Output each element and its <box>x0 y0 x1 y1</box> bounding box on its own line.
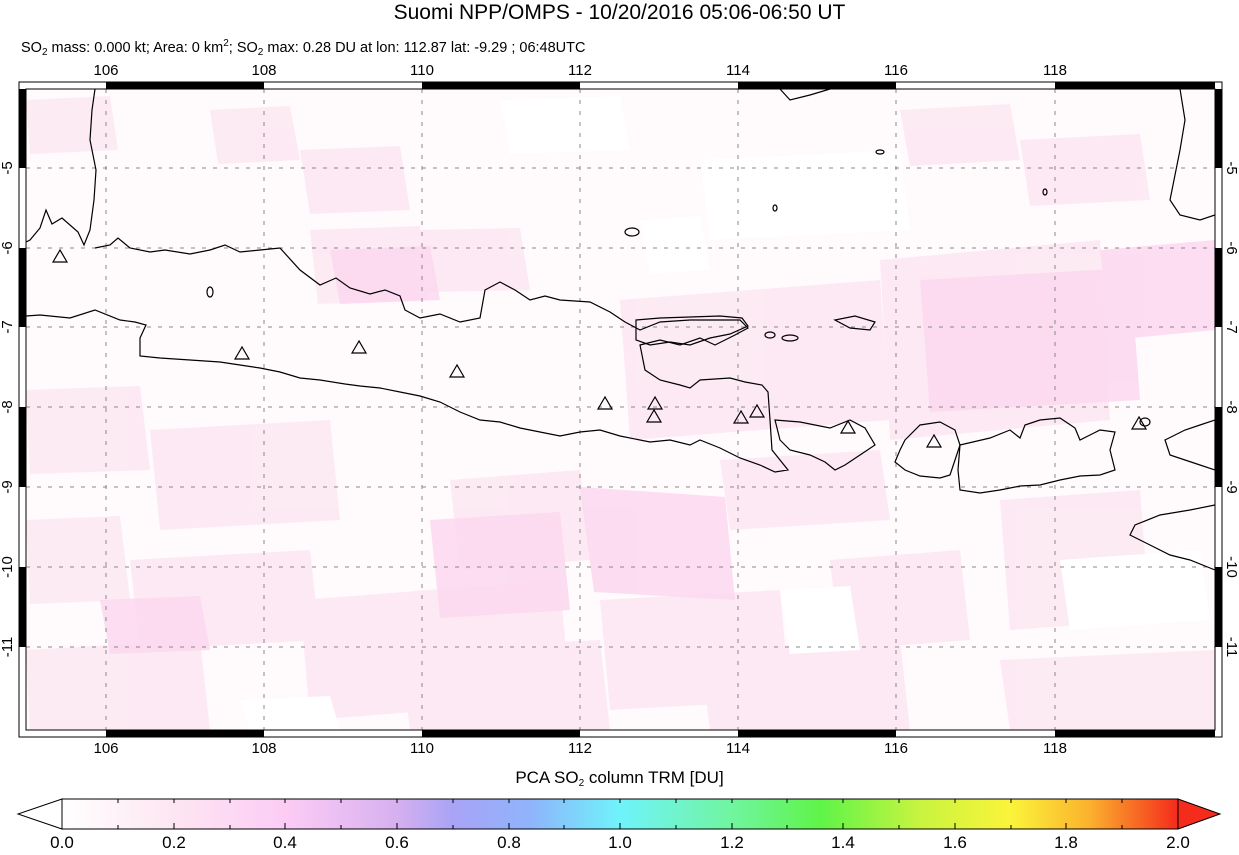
chart-title: Suomi NPP/OMPS - 10/20/2016 05:06-06:50 … <box>393 1 846 24</box>
colorbar <box>16 798 1222 830</box>
chart-subtitle: SO2 mass: 0.000 kt; Area: 0 km2; SO2 max… <box>21 35 585 62</box>
max-text: max: 0.28 DU at lon: 112.87 lat: -9.29 ;… <box>263 40 586 56</box>
area-superscript: 2 <box>223 38 229 49</box>
colorbar-tick: 0.4 <box>273 833 297 852</box>
volcano-icon <box>448 363 466 378</box>
volcano-icon <box>350 339 368 354</box>
lon-tick-bottom: 116 <box>884 740 908 757</box>
volcano-icon <box>748 403 766 418</box>
colorbar-title-prefix: PCA SO <box>515 768 579 787</box>
volcano-icon <box>645 408 663 423</box>
volcano-icon <box>646 395 664 410</box>
lon-tick-top: 106 <box>93 62 119 79</box>
volcano-icon <box>233 345 251 360</box>
lon-tick-bottom: 118 <box>1043 740 1067 757</box>
lon-tick-top: 116 <box>884 62 908 79</box>
mass-area-text: mass: 0.000 kt; Area: 0 km <box>47 40 224 56</box>
colorbar-title: PCA SO2 column TRM [DU] <box>0 768 1239 789</box>
so2-label: SO <box>21 40 42 56</box>
colorbar-tick: 1.4 <box>831 833 855 852</box>
lon-tick-top: 112 <box>568 62 592 79</box>
volcano-icon <box>925 433 943 448</box>
colorbar-max-arrow <box>1177 798 1222 830</box>
so2-subscript-2: 2 <box>257 47 264 58</box>
colorbar-min-arrow <box>16 798 63 830</box>
frame-left <box>19 89 26 647</box>
colorbar-tick: 1.2 <box>720 833 744 852</box>
frame-bottom <box>106 730 1215 737</box>
so2-label-2: ; SO <box>228 40 258 56</box>
colorbar-tick: 1.8 <box>1054 833 1078 852</box>
colorbar-tick: 0.0 <box>50 833 74 852</box>
frame-right <box>1215 89 1222 647</box>
lon-tick-bottom: 106 <box>93 740 119 757</box>
lon-tick-bottom: 108 <box>251 740 277 757</box>
volcano-icon <box>732 409 750 424</box>
coastlines <box>26 89 1215 571</box>
colorbar-tick: 1.6 <box>943 833 967 852</box>
frame-top <box>106 82 1215 89</box>
so2-subscript: 2 <box>41 47 48 58</box>
lon-tick-bottom: 112 <box>568 740 592 757</box>
colorbar-tick: 1.0 <box>608 833 632 852</box>
colorbar-tick: 2.0 <box>1166 833 1190 852</box>
colorbar-title-suffix: column TRM [DU] <box>584 768 724 787</box>
lon-tick-bottom: 114 <box>726 740 750 757</box>
graticule <box>26 89 1215 730</box>
lon-tick-top: 114 <box>726 62 750 79</box>
colorbar-tick: 0.8 <box>497 833 521 852</box>
lon-tick-top: 118 <box>1043 62 1067 79</box>
colorbar-tick: 0.2 <box>162 833 186 852</box>
volcano-markers <box>51 248 1148 448</box>
colorbar-tick: 0.6 <box>385 833 409 852</box>
lon-tick-top: 108 <box>251 62 277 79</box>
so2-field <box>26 89 1215 730</box>
colorbar-title-sub: 2 <box>578 778 585 789</box>
lon-tick-top: 110 <box>410 62 434 79</box>
volcano-icon <box>1130 415 1148 430</box>
volcano-icon <box>596 395 614 410</box>
volcano-icon <box>51 248 69 263</box>
lon-tick-bottom: 110 <box>410 740 434 757</box>
volcano-icon <box>839 419 857 434</box>
